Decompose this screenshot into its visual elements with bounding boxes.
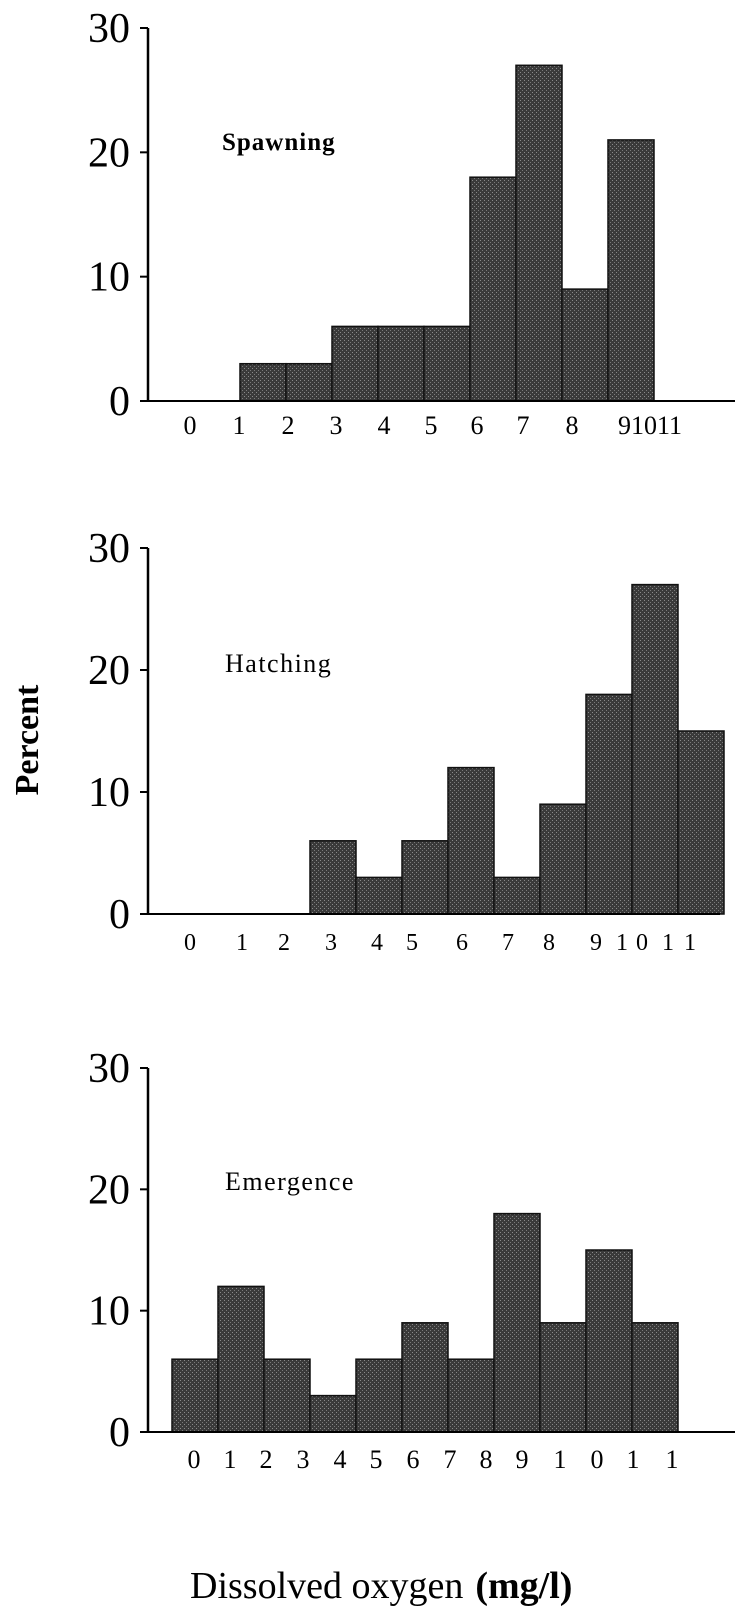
emergence-bar-4 xyxy=(355,1358,403,1433)
spawning-panel: 0 10 20 30 0 1 2 3 4 5 6 7 8 91011 Spawning xyxy=(88,6,735,440)
emergence-y-tick-label: 20 xyxy=(88,1167,130,1213)
emergence-x-tick-label: 2 xyxy=(260,1445,273,1474)
x-axis-label-text: Dissolved oxygen xyxy=(190,1565,463,1607)
emergence-bar-7 xyxy=(493,1212,541,1433)
y-axis-label: Percent xyxy=(9,684,46,795)
hatching-x-tick-label: 1 xyxy=(236,930,248,956)
hatching-bar-7 xyxy=(493,876,541,915)
emergence-x-tick-label: 1 xyxy=(224,1445,237,1474)
emergence-x-tick-label: 6 xyxy=(407,1445,420,1474)
emergence-bar-0 xyxy=(171,1358,219,1433)
hatching-x-tick-label: 1 xyxy=(616,930,628,956)
emergence-y-tick-label: 0 xyxy=(109,1410,130,1456)
spawning-y-tick-label: 0 xyxy=(109,379,130,425)
hatching-x-tick-label: 1 xyxy=(662,930,674,956)
spawning-x-tick-label: 7 xyxy=(517,411,530,440)
hatching-x-tick-label: 8 xyxy=(543,930,555,956)
hatching-x-tick-label: 3 xyxy=(325,930,337,956)
hatching-x-tick-label: 0 xyxy=(636,930,648,956)
emergence-bar-8 xyxy=(539,1322,587,1433)
spawning-bar-8 xyxy=(515,64,563,402)
hatching-x-tick-label: 7 xyxy=(502,930,514,956)
hatching-x-tick-label: 2 xyxy=(278,930,290,956)
emergence-y-tick-label: 30 xyxy=(88,1046,130,1092)
spawning-x-tick-label: 2 xyxy=(282,411,295,440)
hatching-y-tick-label: 30 xyxy=(88,526,130,572)
spawning-bar-7 xyxy=(469,176,517,402)
spawning-x-tick-label: 6 xyxy=(471,411,484,440)
emergence-bar-2 xyxy=(263,1358,311,1433)
emergence-bar-3 xyxy=(309,1394,357,1433)
spawning-panel-title: Spawning xyxy=(222,129,336,156)
spawning-bar-3 xyxy=(285,362,333,402)
hatching-bar-9 xyxy=(585,693,633,915)
hatching-bar-10 xyxy=(631,583,679,915)
hatching-y-tick-label: 0 xyxy=(109,892,130,938)
hatching-x-tick-label: 6 xyxy=(456,930,468,956)
emergence-x-tick-label: 3 xyxy=(297,1445,310,1474)
emergence-x-tick-label: 0 xyxy=(188,1445,201,1474)
hatching-y-tick-label: 20 xyxy=(88,648,130,694)
emergence-x-tick-label: 8 xyxy=(480,1445,493,1474)
spawning-bar-6 xyxy=(423,325,471,402)
spawning-bar-4 xyxy=(331,325,379,402)
spawning-x-tick-label: 5 xyxy=(425,411,438,440)
emergence-panel-title: Emergence xyxy=(225,1167,355,1196)
spawning-y-tick-label: 10 xyxy=(88,255,130,301)
emergence-bar-9 xyxy=(585,1249,633,1433)
hatching-x-tick-label: 0 xyxy=(184,930,196,956)
x-axis-label: Dissolved oxygen (mg/l) xyxy=(190,1565,572,1607)
spawning-x-tick-label: 91011 xyxy=(618,411,682,440)
hatching-bar-6 xyxy=(447,766,495,915)
spawning-x-tick-label: 1 xyxy=(233,411,246,440)
hatching-panel-title: Hatching xyxy=(225,649,332,678)
hatching-y-tick-label: 10 xyxy=(88,770,130,816)
spawning-bar-9 xyxy=(561,288,609,402)
emergence-x-tick-label: 4 xyxy=(334,1445,347,1474)
spawning-y-tick-label: 20 xyxy=(88,130,130,176)
emergence-x-tick-label: 1 xyxy=(666,1445,679,1474)
spawning-bar-2 xyxy=(239,362,287,402)
hatching-x-tick-label: 5 xyxy=(406,930,418,956)
emergence-x-tick-label: 9 xyxy=(516,1445,529,1474)
emergence-bar-6 xyxy=(447,1358,495,1433)
emergence-x-tick-label: 1 xyxy=(627,1445,640,1474)
hatching-bar-8 xyxy=(539,803,587,915)
spawning-x-tick-label: 4 xyxy=(378,411,391,440)
hatching-bar-3 xyxy=(309,840,357,915)
spawning-x-tick-label: 3 xyxy=(330,411,343,440)
emergence-bar-10 xyxy=(631,1322,679,1433)
emergence-x-tick-label: 7 xyxy=(444,1445,457,1474)
emergence-x-tick-label: 0 xyxy=(591,1445,604,1474)
hatching-bar-4 xyxy=(355,876,403,915)
emergence-bar-1 xyxy=(217,1285,265,1433)
hatching-x-tick-label: 9 xyxy=(590,930,602,956)
spawning-x-tick-label: 0 xyxy=(184,411,197,440)
hatching-bar-11 xyxy=(677,730,725,915)
hatching-x-tick-label: 4 xyxy=(371,930,383,956)
emergence-x-tick-label: 1 xyxy=(554,1445,567,1474)
x-axis-unit: (mg/l) xyxy=(475,1565,572,1607)
emergence-bar-5 xyxy=(401,1322,449,1433)
spawning-y-tick-label: 30 xyxy=(88,6,130,52)
hatching-bar-5 xyxy=(401,840,449,915)
emergence-x-tick-label: 5 xyxy=(370,1445,383,1474)
hatching-x-tick-label: 1 xyxy=(684,930,696,956)
emergence-y-tick-label: 10 xyxy=(88,1289,130,1335)
spawning-x-tick-label: 8 xyxy=(566,411,579,440)
spawning-bar-5 xyxy=(377,325,425,402)
spawning-bar-10 xyxy=(607,139,655,402)
